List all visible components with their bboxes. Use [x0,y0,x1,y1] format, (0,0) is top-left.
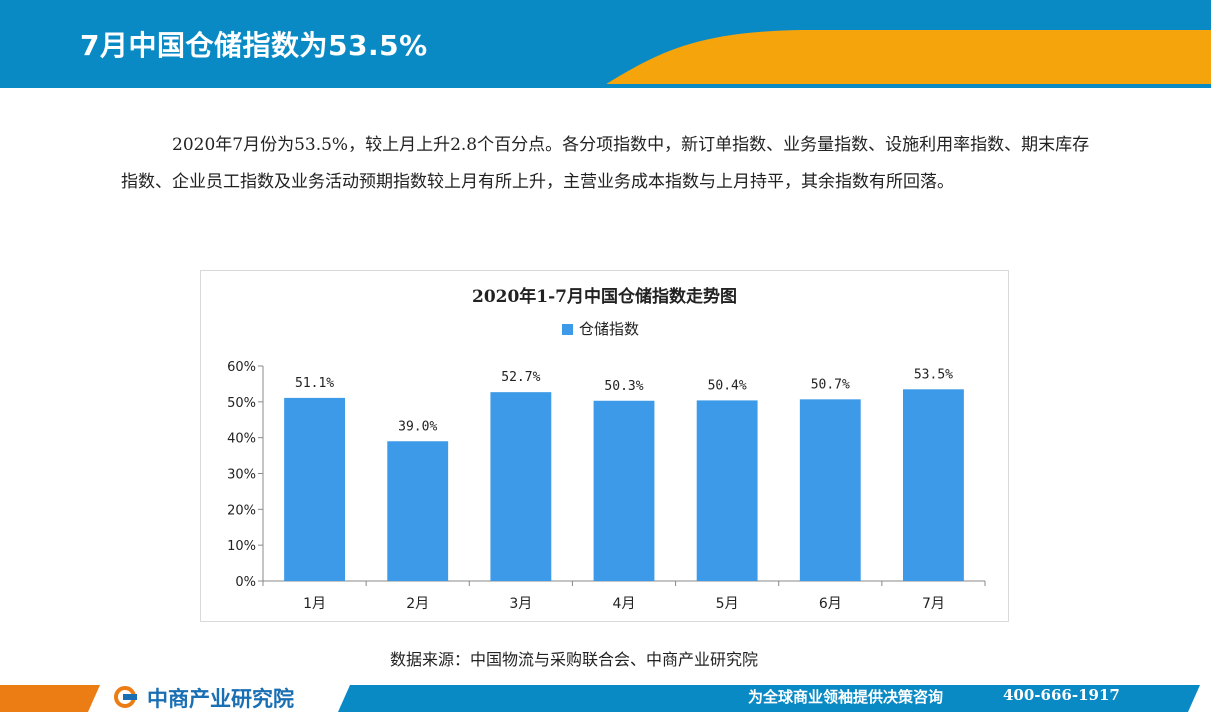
x-tick-label: 5月 [716,596,739,612]
y-tick-label: 20% [227,503,256,518]
footer-slogan: 为全球商业领袖提供决策咨询 [748,688,944,706]
page-title: 7月中国仓储指数为53.5% [80,29,428,62]
data-label: 50.7% [811,377,850,392]
logo-text: 中商产业研究院 [147,687,294,711]
x-tick-label: 3月 [509,596,532,612]
y-tick-label: 10% [227,539,256,554]
data-label: 53.5% [914,367,953,382]
x-tick-label: 6月 [819,596,842,612]
data-source: 数据来源：中国物流与采购联合会、中商产业研究院 [390,650,759,669]
logo-icon [114,686,144,712]
data-label: 52.7% [501,370,540,385]
bar-5 [696,400,758,581]
bar-7 [903,389,964,581]
data-label: 39.0% [398,419,437,434]
summary-paragraph: 2020年7月份为53.5%，较上月上升2.8个百分点。各分项指数中，新订单指数… [121,135,1090,192]
y-tick-label: 30% [227,468,256,483]
y-tick-label: 40% [227,432,256,447]
chart-panel: 2020年1-7月中国仓储指数走势图仓储指数 0% 10% 20% 30% 40% 50% 6… [200,270,1009,622]
x-tick-label: 1月 [303,596,326,612]
data-label: 50.4% [708,378,747,393]
bar-2 [387,441,449,581]
x-tick-label: 4月 [613,596,636,612]
bar-3 [490,392,552,581]
legend-swatch [562,324,573,335]
data-label: 51.1% [295,376,334,391]
y-tick-label: 50% [227,396,256,411]
y-tick-label: 0% [235,575,256,590]
header-background [0,0,1211,88]
legend-label: 仓储指数 [579,320,639,338]
x-tick-label: 2月 [406,596,429,612]
bar-4 [593,400,655,581]
y-tick-label: 60% [227,360,256,375]
chart-title: 2020年1-7月中国仓储指数走势图 [472,286,737,307]
bar-6 [799,399,861,581]
footer-phone: 400-666-1917 [1003,686,1120,704]
data-label: 50.3% [604,379,643,394]
header-banner: 7月中国仓储指数为53.5% [0,0,1211,88]
x-tick-label: 7月 [922,596,945,612]
bar-1 [284,397,345,581]
footer-background [0,685,1200,712]
footer-banner [0,683,1211,712]
